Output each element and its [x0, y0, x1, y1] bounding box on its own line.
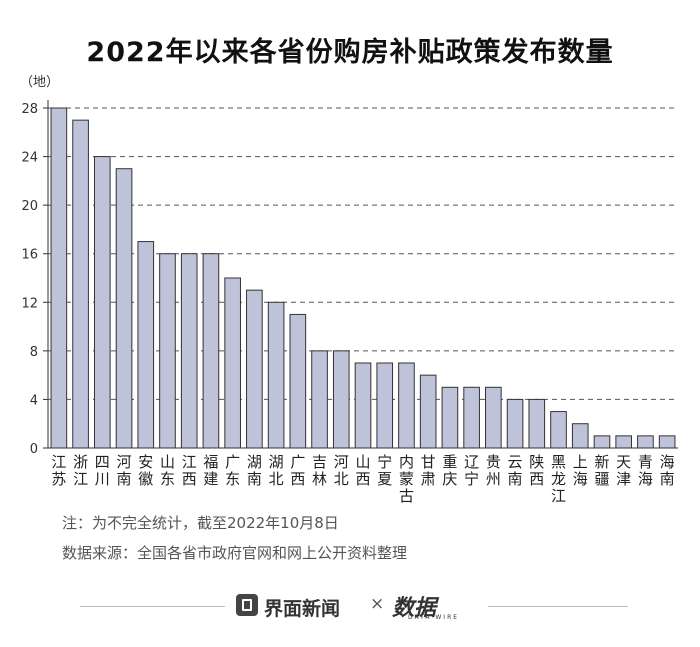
bar	[550, 411, 567, 449]
bar-chart: 0 4 8 12 16 20 24 28 江苏浙江四川河南安徽山东江西福建广东湖南湖北广西吉林…	[20, 75, 678, 505]
y-axis-unit: （地）	[20, 75, 59, 90]
bar	[571, 423, 589, 449]
x-category-label: 江西	[182, 453, 197, 488]
y-tick-label: 0	[30, 442, 38, 457]
bar	[658, 435, 676, 449]
x-category-label: 黑龙江	[551, 453, 566, 505]
brand-name: 界面新闻	[264, 598, 341, 620]
x-category-label: 辽宁	[464, 453, 479, 488]
x-category-label: 贵州	[486, 453, 501, 488]
bar	[615, 435, 633, 449]
x-category-label: 吉林	[312, 453, 327, 488]
y-tick-label: 12	[21, 296, 38, 311]
x-category-label: 安徽	[138, 453, 153, 488]
bar	[528, 398, 546, 449]
bar	[267, 301, 285, 449]
bar	[419, 374, 437, 449]
x-category-label: 湖南	[247, 453, 262, 488]
bar	[376, 362, 394, 449]
y-tick-labels: 0 4 8 12 16 20 24 28	[21, 102, 38, 457]
x-category-label: 四川	[95, 453, 110, 488]
bar	[224, 277, 241, 449]
bar	[93, 156, 111, 449]
y-tick-label: 24	[21, 151, 38, 166]
x-category-label: 山西	[355, 453, 370, 488]
bar	[506, 398, 524, 449]
footnote: 注：为不完全统计，截至2022年10月8日	[62, 514, 339, 532]
datawire-subtitle: DATA WIRE	[408, 614, 460, 621]
y-tick-label: 16	[21, 248, 38, 263]
bar	[137, 241, 155, 449]
times-symbol: ×	[370, 594, 385, 614]
x-category-label: 山东	[160, 453, 175, 488]
x-category-label: 天津	[616, 453, 631, 488]
x-category-label: 内蒙古	[399, 453, 414, 505]
bar	[441, 386, 459, 449]
bar	[50, 107, 68, 449]
bar	[246, 289, 263, 449]
data-source: 数据来源：全国各省市政府官网和网上公开资料整理	[62, 544, 408, 562]
bar	[115, 168, 133, 449]
bar	[398, 362, 415, 449]
footer-rule-right	[488, 606, 628, 607]
bar	[354, 362, 372, 449]
x-category-label: 湖北	[269, 453, 284, 488]
y-tick-label: 20	[21, 199, 38, 214]
jiemian-logo-icon	[236, 594, 258, 616]
bar	[202, 253, 220, 449]
bar	[180, 253, 198, 449]
x-category-label: 广西	[290, 453, 305, 488]
bars	[50, 107, 676, 449]
y-tick-label: 4	[30, 393, 38, 408]
x-category-label: 重庆	[442, 453, 457, 488]
x-category-label: 福建	[203, 453, 218, 488]
bar	[593, 435, 611, 449]
x-category-label: 上海	[573, 453, 588, 488]
x-category-label: 青海	[638, 453, 653, 488]
bar	[72, 119, 89, 449]
x-category-labels: 江苏浙江四川河南安徽山东江西福建广东湖南湖北广西吉林河北山西宁夏内蒙古甘肃重庆辽…	[51, 453, 674, 505]
bar	[159, 253, 176, 449]
x-category-label: 宁夏	[377, 453, 392, 488]
x-category-label: 陕西	[529, 453, 544, 488]
chart-title: 2022年以来各省份购房补贴政策发布数量	[86, 37, 614, 68]
x-category-label: 广东	[225, 453, 240, 488]
datawire-logo: 数据	[392, 595, 437, 621]
x-category-label: 河南	[117, 453, 132, 488]
y-tick-label: 28	[21, 102, 38, 117]
footer-rule-left	[80, 606, 225, 607]
y-tick-label: 8	[30, 345, 38, 360]
bar	[332, 350, 350, 449]
bar	[463, 386, 480, 449]
x-category-label: 新疆	[594, 453, 609, 488]
x-category-label: 河北	[334, 453, 349, 488]
bar	[485, 386, 502, 449]
x-category-label: 海南	[660, 453, 675, 488]
bar	[311, 350, 328, 449]
footer: 界面新闻 × 数据 DATA WIRE	[0, 592, 700, 622]
x-category-label: 浙江	[73, 453, 88, 488]
bar	[289, 313, 307, 449]
bar	[637, 435, 654, 449]
x-category-label: 甘肃	[421, 453, 436, 488]
x-category-label: 江苏	[51, 453, 66, 488]
x-category-label: 云南	[508, 453, 523, 488]
